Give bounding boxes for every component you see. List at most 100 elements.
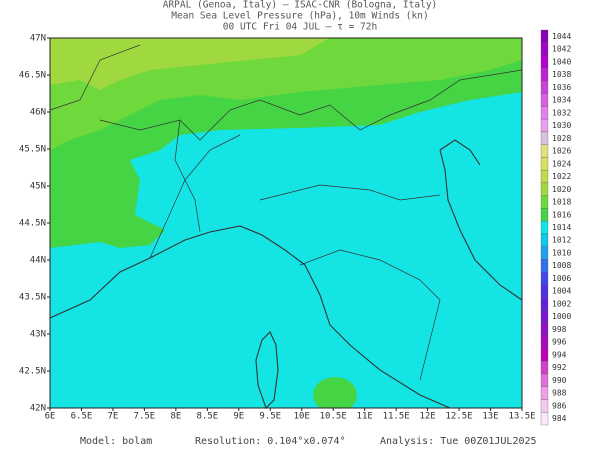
colorbar-swatch [540, 297, 549, 311]
lon-label: 13.5E [508, 412, 535, 422]
colorbar-swatch [540, 361, 549, 375]
colorbar-swatch [540, 195, 549, 209]
colorbar-label: 994 [552, 350, 567, 359]
lon-label: 12E [419, 412, 435, 422]
colorbar-swatch [540, 284, 549, 298]
lon-label: 10E [294, 412, 310, 422]
colorbar-label: 1026 [552, 147, 571, 156]
lon-label: 6E [45, 412, 56, 422]
colorbar-swatch [540, 157, 549, 171]
lat-label: 46.5N [19, 71, 46, 81]
colorbar-swatch [540, 373, 549, 387]
lat-label: 45.5N [19, 145, 46, 155]
colorbar-label: 1004 [552, 287, 571, 296]
colorbar-label: 1000 [552, 312, 571, 321]
colorbar-swatch [540, 310, 549, 324]
colorbar-label: 1022 [552, 172, 571, 181]
lat-label: 43N [30, 330, 46, 340]
lat-label: 45N [30, 182, 46, 192]
lon-label: 6.5E [71, 412, 93, 422]
colorbar-swatch [540, 386, 549, 400]
lon-label: 11.5E [383, 412, 410, 422]
lon-label: 8E [170, 412, 181, 422]
colorbar-swatch [540, 335, 549, 349]
colorbar-swatch [540, 259, 549, 273]
colorbar-label: 1016 [552, 210, 571, 219]
colorbar-swatch [540, 233, 549, 247]
lat-label: 46N [30, 108, 46, 118]
colorbar-label: 1042 [552, 45, 571, 54]
colorbar-label: 996 [552, 338, 567, 347]
colorbar-swatch [540, 322, 549, 336]
colorbar-swatch [540, 170, 549, 184]
lon-label: 9.5E [259, 412, 281, 422]
pressure-1020 [50, 38, 330, 90]
colorbar-label: 1014 [552, 223, 571, 232]
lon-label: 10.5E [320, 412, 347, 422]
lon-label: 8.5E [196, 412, 218, 422]
colorbar-swatch [540, 208, 549, 222]
colorbar-swatch [540, 220, 549, 235]
colorbar-label: 1010 [552, 248, 571, 257]
colorbar-swatch [540, 246, 549, 260]
colorbar-swatch [540, 182, 549, 196]
header-line: ARPAL (Genoa, Italy) – ISAC-CNR (Bologna… [163, 0, 438, 11]
colorbar-swatch [540, 55, 549, 69]
colorbar-label: 986 [552, 401, 567, 410]
colorbar-label: 1018 [552, 198, 571, 207]
lat-label: 42.5N [19, 367, 46, 377]
colorbar-label: 992 [552, 363, 567, 372]
colorbar-swatch [540, 42, 549, 56]
lat-label: 44N [30, 256, 46, 266]
footer-model: Model: bolam [80, 436, 152, 447]
colorbar-label: 1040 [552, 57, 571, 66]
coastline [49, 139, 523, 410]
pressure-1016 [313, 377, 357, 408]
lat-label: 43.5N [19, 293, 46, 303]
colorbar-label: 990 [552, 376, 567, 385]
lon-label: 12.5E [446, 412, 473, 422]
map-field [49, 37, 523, 410]
lat-label: 47N [30, 34, 46, 44]
colorbar-swatch [540, 80, 549, 94]
borders [49, 44, 523, 381]
colorbar-label: 1008 [552, 261, 571, 270]
colorbar-label: 1006 [552, 274, 571, 283]
colorbar-label: 1032 [552, 108, 571, 117]
lon-label: 7E [108, 412, 119, 422]
footer-analysis: Analysis: Tue 00Z01JUL2025 [380, 436, 537, 447]
colorbar-label: 1020 [552, 185, 571, 194]
colorbar-label: 998 [552, 325, 567, 334]
colorbar-swatch [540, 93, 549, 107]
header-line: Mean Sea Level Pressure (hPa), 10m Winds… [171, 11, 428, 22]
colorbar-label: 1030 [552, 121, 571, 130]
colorbar-swatch [540, 144, 549, 158]
colorbar-label: 1034 [552, 96, 571, 105]
lat-label: 42N [30, 404, 46, 414]
colorbar-swatch [540, 119, 549, 133]
colorbar-label: 1044 [552, 32, 571, 41]
colorbar-label: 1028 [552, 134, 571, 143]
colorbar-label: 1038 [552, 70, 571, 79]
lon-label: 9E [233, 412, 244, 422]
colorbar-swatch [540, 68, 549, 82]
lat-label: 44.5N [19, 219, 46, 229]
lon-label: 7.5E [134, 412, 156, 422]
colorbar-swatch [540, 271, 549, 285]
colorbar-swatch [540, 29, 549, 43]
colorbar-swatch [540, 106, 549, 120]
colorbar-label: 1024 [552, 159, 571, 168]
colorbar-label: 1036 [552, 83, 571, 92]
header-line: 00 UTC Fri 04 JUL – τ = 72h [223, 22, 377, 33]
colorbar-swatch [540, 399, 549, 413]
colorbar-label: 1002 [552, 299, 571, 308]
lon-label: 13E [482, 412, 498, 422]
colorbar-label: 1012 [552, 236, 571, 245]
colorbar-swatch [540, 131, 549, 145]
colorbar-label: 988 [552, 389, 567, 398]
footer-resolution: Resolution: 0.104°x0.074° [195, 436, 346, 447]
colorbar-swatch [540, 348, 549, 362]
lon-label: 11E [357, 412, 373, 422]
colorbar-swatch [540, 412, 549, 426]
